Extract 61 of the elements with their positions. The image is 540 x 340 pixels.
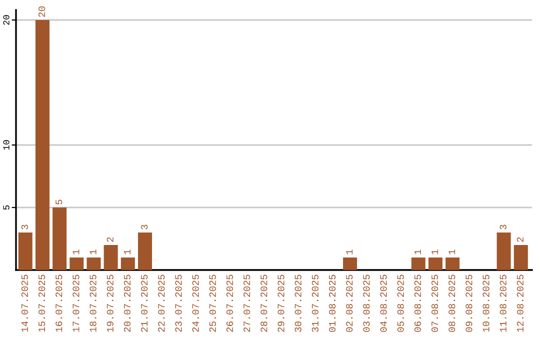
data-label: 1 [90,250,96,254]
data-label: 3 [21,224,28,230]
x-tick-label: 16.07.2025 [56,274,62,332]
bar [35,20,50,270]
bar [428,258,442,270]
x-tick-label: 14.07.2025 [21,274,28,332]
data-label: 1 [414,250,421,254]
x-tick-label: 02.08.2025 [346,274,353,332]
bar [496,232,511,270]
x-tick-label: 09.08.2025 [466,274,472,332]
x-tick-label: 08.08.2025 [448,274,456,332]
data-label: 5 [56,200,62,204]
bar [120,258,135,270]
bar [343,258,358,270]
data-label: 3 [141,224,148,230]
x-tick-label: 23.07.2025 [175,274,182,332]
x-tick-label: 20.07.2025 [124,274,131,332]
bar [514,245,528,270]
x-tick-label: 11.08.2025 [500,274,506,332]
y-tick-label: 10 [3,140,10,150]
data-label: 1 [72,250,80,254]
data-label: 1 [346,250,353,254]
x-tick-label: 30.07.2025 [294,274,302,332]
data-label: 20 [38,6,46,17]
x-tick-label: 25.07.2025 [209,274,216,332]
data-label: 3 [500,224,506,230]
bar [411,258,426,270]
bar [70,258,84,270]
data-label: 1 [124,250,130,254]
x-tick-label: 17.07.2025 [72,274,80,332]
data-label: 2 [106,237,114,242]
bar [52,208,67,270]
x-tick-label: 29.07.2025 [278,274,284,332]
x-tick-label: 18.07.2025 [90,274,96,332]
bar [86,258,101,270]
x-tick-label: 05.08.2025 [397,274,404,332]
x-tick-label: 28.07.2025 [260,274,268,332]
bar [446,258,460,270]
data-label: 1 [448,250,456,254]
x-tick-label: 27.07.2025 [244,274,250,332]
x-tick-label: 01.08.2025 [328,274,336,332]
data-label: 1 [432,250,438,254]
x-tick-label: 24.07.2025 [192,274,199,332]
x-tick-label: 31.07.2025 [312,274,318,332]
bar [104,245,118,270]
bar [138,232,152,270]
x-tick-label: 12.08.2025 [516,274,524,332]
x-tick-label: 04.08.2025 [380,274,387,332]
y-tick-label: 20 [3,15,10,25]
data-label: 2 [516,237,524,242]
bar [18,232,32,270]
x-tick-label: 03.08.2025 [363,274,370,332]
x-tick-label: 15.07.2025 [38,274,46,332]
x-tick-label: 10.08.2025 [482,274,490,332]
x-tick-label: 06.08.2025 [414,274,421,332]
x-tick-label: 26.07.2025 [226,274,234,332]
x-tick-label: 07.08.2025 [431,274,438,332]
x-tick-label: 22.07.2025 [158,274,165,332]
y-tick-label: 5 [3,205,10,210]
x-tick-label: 19.07.2025 [106,274,114,332]
x-tick-label: 21.07.2025 [141,274,148,332]
